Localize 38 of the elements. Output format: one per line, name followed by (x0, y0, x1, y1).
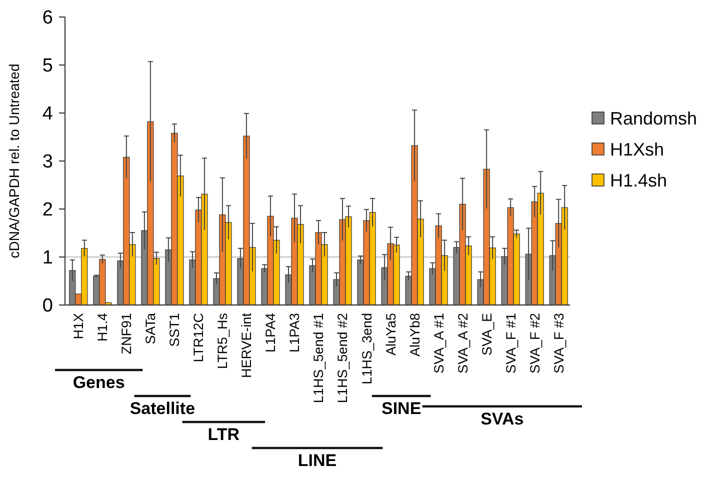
text: Satellite (130, 399, 196, 418)
y-tick-label: 2 (42, 200, 53, 221)
text: Genes (72, 373, 125, 392)
y-tick-label: 5 (42, 56, 53, 77)
text: SINE (381, 399, 422, 418)
x-tick-label: HERVE-int (239, 312, 254, 378)
legend-label: H1Xsh (610, 139, 664, 160)
x-tick-label: SVA_F #1 (503, 313, 518, 374)
text: LTR (208, 425, 240, 444)
x-tick-label: L1PA4 (263, 312, 278, 353)
legend-label: H1.4sh (610, 170, 668, 190)
y-tick-label: 1 (42, 248, 53, 269)
x-tick-label: H1.4 (95, 312, 110, 342)
x-tick-label: L1HS_5end #1 (311, 313, 326, 404)
y-tick-label: 4 (42, 104, 54, 125)
x-tick-label: L1HS_5end #2 (335, 313, 350, 404)
y-tick-label: 0 (42, 296, 53, 317)
text: LINE (298, 451, 337, 470)
x-tick-label: SATa (143, 312, 158, 344)
x-tick-label: AluYb8 (407, 313, 422, 357)
x-tick-label: SVA_F #2 (527, 313, 542, 374)
x-tick-label: SST1 (167, 313, 182, 347)
x-tick-label: LTR12C (191, 312, 206, 362)
x-tick-label: L1HS_3end (359, 313, 374, 384)
x-tick-label: ZNF91 (119, 313, 134, 354)
x-tick-label: SVA_F #3 (551, 313, 566, 374)
x-tick-label: L1PA3 (287, 313, 302, 353)
y-tick-label: 6 (42, 8, 53, 29)
x-tick-label: SVA_A #2 (455, 313, 470, 374)
x-tick-label: AluYa5 (383, 313, 398, 356)
text: SVAs (480, 409, 524, 428)
x-tick-label: SVA_A #1 (431, 313, 446, 374)
y-tick-label: 3 (42, 152, 53, 173)
x-tick-label: LTR5_Hs (215, 312, 230, 370)
x-tick-label: H1X (71, 313, 86, 340)
y-axis-title: cDNA/GAPDH rel. to Untreated (6, 64, 22, 258)
legend-label: Randomsh (610, 108, 698, 128)
x-tick-label: SVA_E (479, 313, 494, 356)
